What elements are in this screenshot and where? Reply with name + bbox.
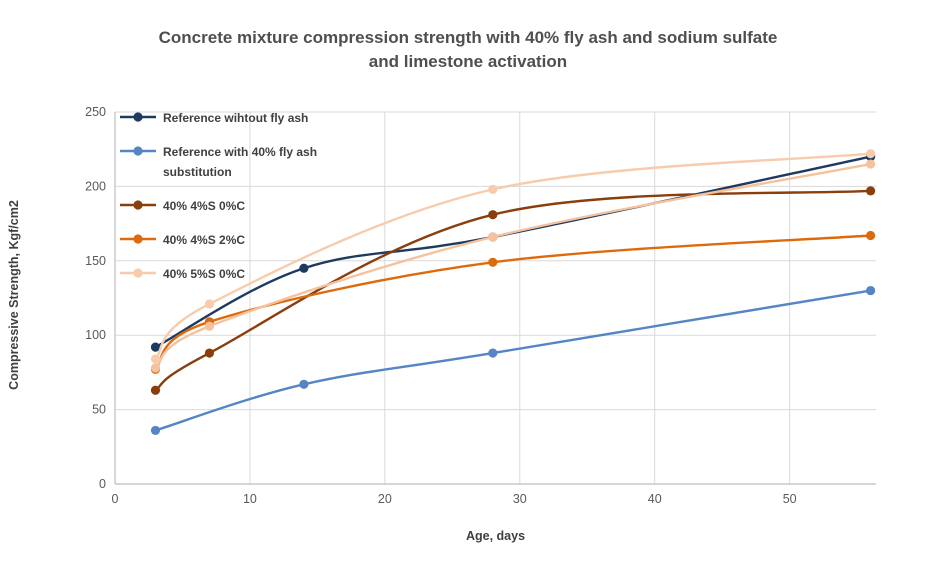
legend-item: 40% 4%S 0%C [119,196,353,216]
x-tick-label: 10 [243,492,257,506]
x-tick-label: 30 [513,492,527,506]
data-point-marker [299,379,309,389]
series-line [154,289,872,432]
legend-label: 40% 5%S 0%C [163,267,246,281]
data-point-marker [866,285,876,296]
legend-label: Reference wihtout fly ash [163,111,309,125]
data-point-marker [866,230,876,241]
legend-item: 40% 4%S 2%C [119,230,353,250]
y-tick-label: 250 [85,105,106,119]
x-tick-label: 20 [378,492,392,506]
y-tick-label: 50 [92,403,106,417]
y-tick-label: 0 [99,477,106,491]
legend: Reference wihtout fly ash Reference with … [119,108,353,284]
y-tick-label: 100 [85,328,106,342]
legend-line-marker-icon [120,112,156,122]
data-point-marker [204,348,215,358]
data-point-marker [866,149,876,159]
data-point-marker [150,425,161,436]
data-point-marker [488,184,498,194]
chart-title: Concrete mixture compression strength wi… [0,26,936,74]
x-tick-label: 0 [112,492,119,506]
legend-item: Reference wihtout fly ash [119,108,353,128]
data-point-marker [150,354,161,364]
y-tick-label: 200 [85,179,106,193]
data-point-marker [488,348,498,358]
data-point-marker [204,321,215,331]
data-point-marker [299,263,309,273]
data-point-marker [866,159,876,169]
legend-label: Reference with 40% fly ash substitution [163,145,318,179]
series-line [154,162,872,370]
y-tick-label: 150 [85,254,106,268]
series-line [154,155,872,349]
legend-line-marker-icon [120,268,156,278]
data-point-marker [150,385,161,395]
data-point-marker [866,186,876,196]
data-point-marker [204,299,215,309]
x-tick-label: 50 [783,492,797,506]
y-axis-title: Compressive Strength, Kgf/cm2 [7,200,21,390]
chart-title-line1: Concrete mixture compression strength wi… [158,28,778,47]
legend-item: Reference with 40% fly ash substitution [119,142,353,182]
legend-line-marker-icon [120,234,156,244]
data-point-marker [150,342,161,352]
legend-line-marker-icon [120,200,156,210]
data-point-marker [488,232,498,242]
x-axis-title: Age, days [465,529,526,543]
series-line [154,234,872,371]
legend-label: 40% 4%S 2%C [163,233,246,247]
series-line [154,189,872,392]
legend-label: 40% 4%S 0%C [163,199,246,213]
x-tick-label: 40 [648,492,662,506]
legend-item: 40% 5%S 0%C [119,264,353,284]
chart-title-line2: and limestone activation [368,52,568,71]
series-line [154,152,872,361]
data-point-marker [150,363,161,373]
data-point-marker [488,210,498,220]
legend-line-marker-icon [120,146,156,156]
data-point-marker [488,257,498,267]
